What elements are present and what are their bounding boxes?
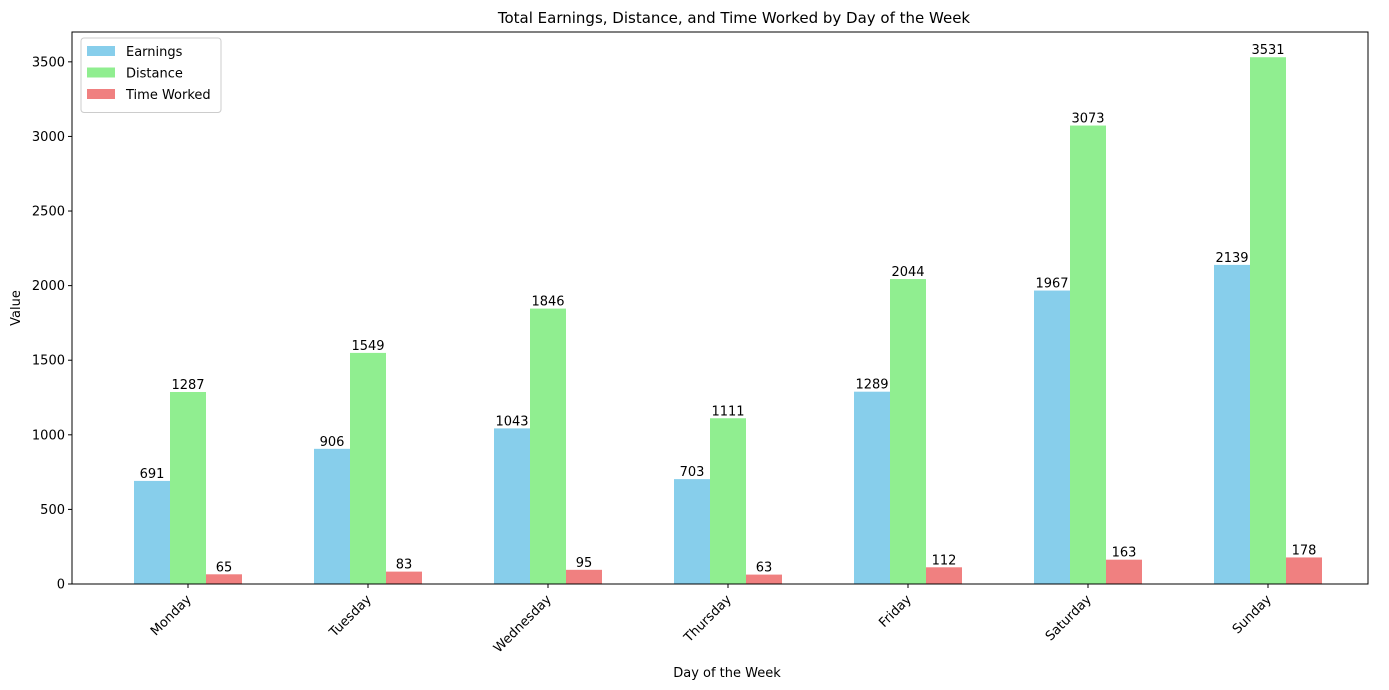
data-label: 163 [1112,546,1137,561]
x-tick-label: Monday [148,592,195,639]
x-tick-label: Saturday [1043,592,1095,644]
data-label: 83 [396,558,413,573]
bar [1250,57,1286,585]
legend: Earnings Distance Time Worked [80,37,222,113]
bar [566,569,602,584]
y-tick-label: 500 [40,503,65,518]
legend-swatch [87,89,115,99]
bar [314,448,350,584]
y-tick-label: 1500 [32,354,65,369]
legend-label: Distance [126,67,183,82]
legend-swatch [87,67,115,78]
bar [494,428,530,584]
y-tick-label: 3000 [32,130,65,145]
x-tick-label: Thursday [681,592,735,646]
bar [1286,557,1322,584]
x-tick-label: Tuesday [326,592,375,641]
bar [1034,290,1070,584]
legend-swatch [87,46,115,56]
y-tick-label: 3500 [32,55,65,70]
x-tick-label: Friday [876,592,915,631]
data-label: 691 [140,467,165,482]
data-label: 1549 [351,339,384,354]
bar [170,391,206,584]
data-label: 906 [320,435,345,450]
x-axis: Monday Tuesday Wednesday Thursday Friday Satu… [148,584,1275,656]
legend-label: Time Worked [125,88,211,103]
bar [1070,125,1106,584]
data-label: 2044 [891,265,924,280]
data-label: 65 [216,560,233,575]
bar [746,574,782,584]
y-tick-label: 1000 [32,428,65,443]
bar [1214,264,1250,584]
data-label: 1287 [171,378,204,393]
y-tick-label: 0 [57,578,65,593]
data-label: 1111 [711,404,744,419]
bar [1106,559,1142,584]
bar [674,479,710,584]
bar [206,574,242,584]
data-label: 1967 [1035,277,1068,292]
y-tick-label: 2500 [32,205,65,220]
data-labels-layer: 691 906 1043 703 1289 1967 2139 1287 1549 1846 111… [140,43,1317,575]
bar [350,352,386,584]
bars-layer [134,57,1322,585]
bar [530,308,566,584]
bar [710,418,746,584]
legend-label: Earnings [126,45,183,60]
plot-frame [71,31,1369,585]
data-label: 3531 [1251,43,1284,58]
data-label: 1289 [855,378,888,393]
bar [134,480,170,584]
legend-box [80,37,222,113]
y-axis-title: Value [9,290,24,326]
y-tick-label: 2000 [32,279,65,294]
bar [386,571,422,584]
bar [890,279,926,584]
y-axis: 0 500 1000 1500 2000 2500 3000 3500 [32,55,72,593]
data-label: 1846 [531,295,564,310]
x-tick-label: Sunday [1230,592,1275,637]
data-label: 3073 [1071,112,1104,127]
data-label: 703 [680,465,705,480]
data-label: 112 [932,553,957,568]
bar [854,391,890,584]
data-label: 1043 [495,414,528,429]
data-label: 2139 [1215,251,1248,266]
data-label: 178 [1292,543,1317,558]
x-tick-label: Wednesday [491,592,555,656]
x-axis-title: Day of the Week [673,666,781,681]
bar [926,567,962,584]
data-label: 63 [756,561,773,576]
chart-title: Total Earnings, Distance, and Time Worke… [497,9,971,27]
data-label: 95 [576,556,593,571]
